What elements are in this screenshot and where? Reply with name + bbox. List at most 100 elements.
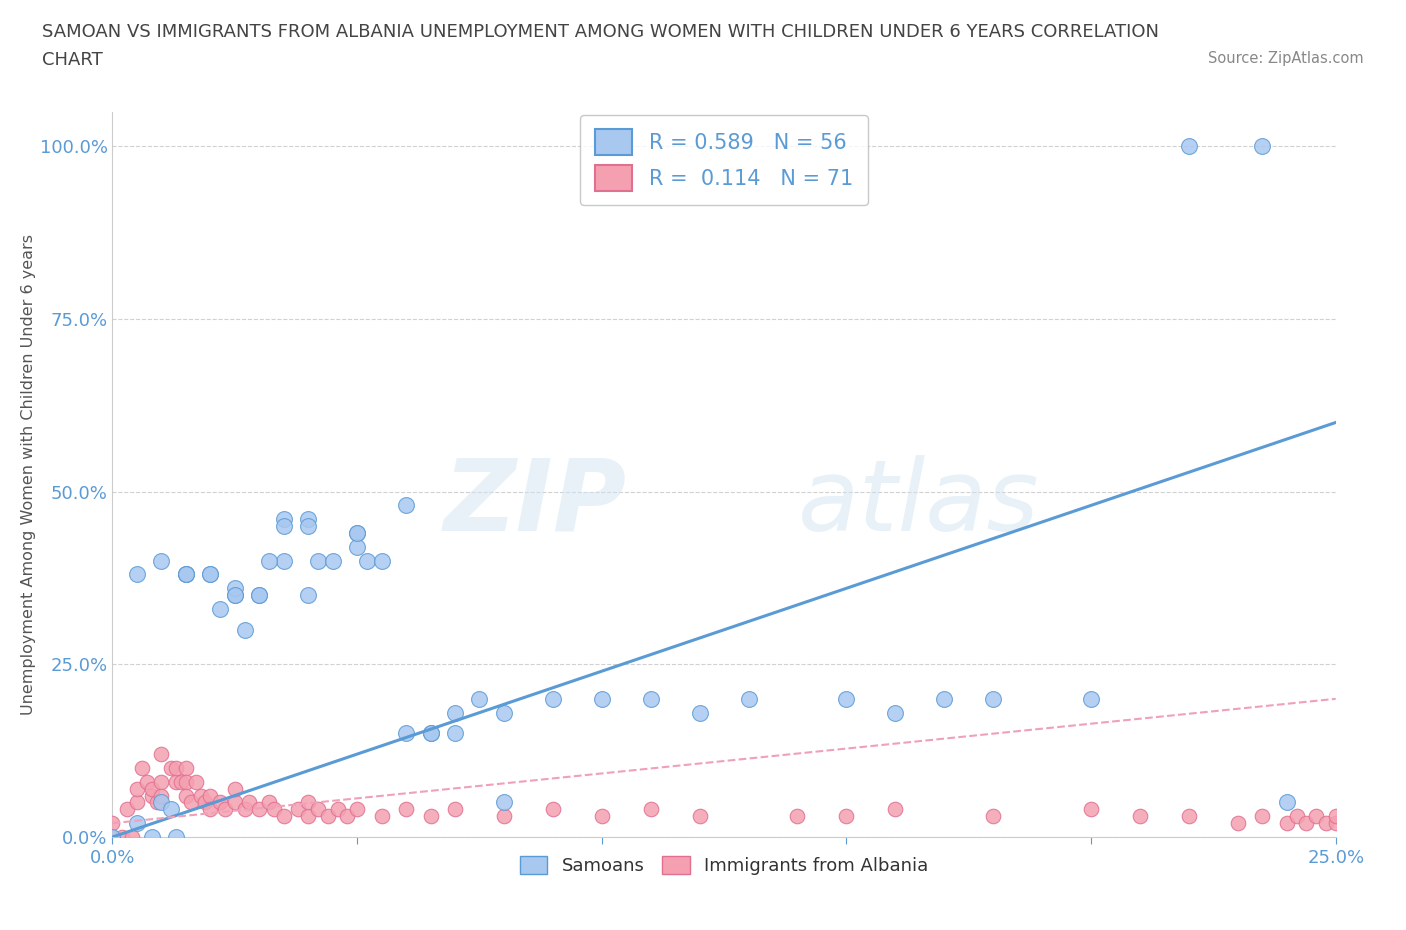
Point: [263, 802, 285, 817]
Point: [165, 775, 187, 790]
Point: [786, 809, 808, 824]
Point: [174, 567, 197, 582]
Point: [395, 802, 418, 817]
Point: [200, 802, 222, 817]
Point: [224, 588, 246, 603]
Point: [1251, 139, 1274, 153]
Point: [209, 602, 232, 617]
Point: [224, 795, 246, 810]
Point: [174, 775, 197, 790]
Text: Source: ZipAtlas.com: Source: ZipAtlas.com: [1208, 51, 1364, 66]
Point: [737, 691, 759, 706]
Point: [1178, 139, 1201, 153]
Point: [174, 761, 197, 776]
Point: [444, 705, 467, 720]
Point: [1080, 802, 1102, 817]
Point: [835, 691, 858, 706]
Point: [121, 830, 143, 844]
Point: [1251, 809, 1274, 824]
Point: [125, 816, 148, 830]
Point: [1129, 809, 1152, 824]
Point: [541, 802, 564, 817]
Point: [444, 802, 467, 817]
Point: [307, 553, 329, 568]
Point: [131, 761, 153, 776]
Point: [238, 795, 260, 810]
Point: [141, 781, 163, 796]
Point: [150, 788, 173, 803]
Point: [591, 691, 613, 706]
Point: [884, 705, 907, 720]
Point: [170, 775, 193, 790]
Point: [165, 830, 187, 844]
Point: [1275, 816, 1298, 830]
Point: [150, 795, 173, 810]
Point: [125, 795, 148, 810]
Point: [640, 802, 662, 817]
Point: [689, 705, 711, 720]
Point: [1275, 795, 1298, 810]
Point: [115, 802, 138, 817]
Point: [125, 567, 148, 582]
Point: [1285, 809, 1308, 824]
Point: [346, 525, 368, 540]
Point: [1324, 809, 1347, 824]
Point: [141, 830, 163, 844]
Point: [1295, 816, 1317, 830]
Point: [247, 802, 270, 817]
Point: [1080, 691, 1102, 706]
Point: [1178, 809, 1201, 824]
Text: atlas: atlas: [797, 455, 1039, 551]
Point: [395, 498, 418, 512]
Point: [541, 691, 564, 706]
Point: [492, 795, 515, 810]
Point: [145, 795, 167, 810]
Point: [326, 802, 349, 817]
Point: [224, 581, 246, 596]
Point: [297, 519, 319, 534]
Point: [468, 691, 491, 706]
Point: [174, 567, 197, 582]
Point: [160, 802, 183, 817]
Point: [981, 809, 1004, 824]
Point: [200, 567, 222, 582]
Point: [297, 809, 319, 824]
Point: [307, 802, 329, 817]
Point: [233, 622, 256, 637]
Point: [247, 588, 270, 603]
Point: [160, 761, 183, 776]
Point: [224, 588, 246, 603]
Point: [346, 802, 368, 817]
Point: [689, 809, 711, 824]
Point: [835, 809, 858, 824]
Text: SAMOAN VS IMMIGRANTS FROM ALBANIA UNEMPLOYMENT AMONG WOMEN WITH CHILDREN UNDER 6: SAMOAN VS IMMIGRANTS FROM ALBANIA UNEMPL…: [42, 23, 1159, 41]
Y-axis label: Unemployment Among Women with Children Under 6 years: Unemployment Among Women with Children U…: [21, 233, 37, 715]
Point: [297, 795, 319, 810]
Point: [356, 553, 378, 568]
Point: [247, 588, 270, 603]
Point: [370, 809, 392, 824]
Point: [101, 830, 124, 844]
Point: [233, 802, 256, 817]
Point: [101, 830, 124, 844]
Point: [135, 775, 157, 790]
Point: [884, 802, 907, 817]
Point: [287, 802, 309, 817]
Point: [150, 775, 173, 790]
Point: [141, 788, 163, 803]
Point: [273, 512, 295, 526]
Point: [150, 553, 173, 568]
Point: [190, 788, 212, 803]
Point: [346, 525, 368, 540]
Point: [346, 539, 368, 554]
Point: [180, 795, 202, 810]
Point: [336, 809, 359, 824]
Text: ZIP: ZIP: [443, 455, 626, 551]
Point: [257, 553, 280, 568]
Point: [492, 705, 515, 720]
Point: [934, 691, 956, 706]
Point: [444, 726, 467, 741]
Point: [297, 588, 319, 603]
Point: [981, 691, 1004, 706]
Point: [419, 809, 441, 824]
